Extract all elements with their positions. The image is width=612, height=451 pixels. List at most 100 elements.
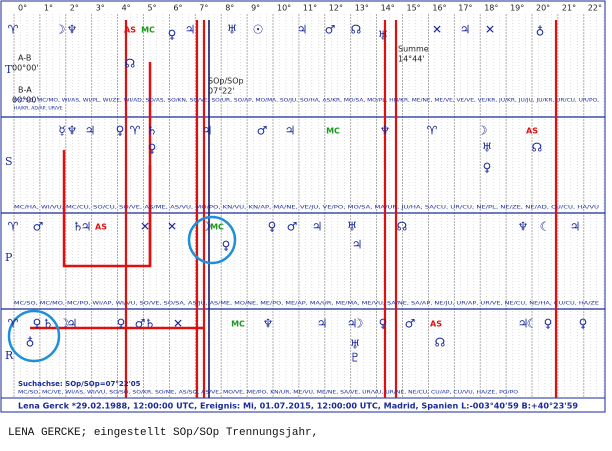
abbrev-line: MC/HA, WI/VU, MC/CU, SO/CU, SO/VE, AS/ME… — [14, 205, 599, 211]
glyph: ☊ — [351, 23, 362, 37]
annotation: B-A — [18, 86, 32, 95]
degree-label: 6° — [173, 4, 182, 13]
annotation: Summe — [398, 45, 429, 54]
glyph: ♀ — [544, 317, 553, 331]
glyph: AS — [430, 320, 442, 329]
glyph: ✕ — [432, 23, 442, 37]
glyph: ♅ — [482, 141, 493, 155]
glyph: ♆ — [263, 317, 274, 331]
degree-label: 14° — [381, 4, 395, 13]
glyph: ♈ — [8, 23, 19, 37]
abbrev-line: MC/SO, MC/VE, WI/AS, WI/VU, SO/SO, SO/KR… — [18, 390, 518, 396]
degree-label: 13° — [355, 4, 369, 13]
glyph: ♄ — [43, 317, 54, 331]
annotation: 14°44' — [398, 55, 425, 64]
glyph: ☾ — [527, 317, 538, 331]
glyph: ☽ — [55, 23, 66, 37]
glyph: ♂ — [135, 317, 146, 331]
glyph: ♀ — [379, 317, 388, 331]
grid — [13, 14, 604, 398]
glyph: ♀ — [222, 239, 231, 253]
glyph: ☊ — [125, 57, 136, 71]
annotation: 00°00' — [12, 64, 39, 73]
degree-label: 2° — [70, 4, 79, 13]
degree-label: 9° — [251, 4, 260, 13]
search-axis: Suchachse: SOp/SOp=07°22'05 — [18, 380, 141, 388]
degree-label: 17° — [458, 4, 472, 13]
glyph: ♃ — [67, 317, 78, 331]
degree-label: 15° — [407, 4, 421, 13]
abbrev-line: MC/SO, MC/MO, MC/PO, WI/AP, WI/VU, SO/VE… — [14, 301, 599, 307]
glyph: ♈ — [130, 124, 141, 138]
glyph: ♂ — [257, 124, 268, 138]
degree-label: 3° — [96, 4, 105, 13]
degree-label: 18° — [484, 4, 498, 13]
row-label: T — [5, 63, 13, 76]
glyph: ♄ — [145, 317, 156, 331]
glyph: ♆ — [518, 220, 529, 234]
glyph: ♈ — [427, 124, 438, 138]
glyph: ✕ — [485, 23, 495, 37]
chart-frame — [0, 0, 606, 413]
glyph: ♃ — [81, 220, 92, 234]
degree-label: 8° — [225, 4, 234, 13]
glyph: ☽ — [477, 124, 488, 138]
degree-label: 10° — [277, 4, 291, 13]
glyph: ✕ — [140, 220, 150, 234]
glyph: ♂ — [325, 23, 336, 37]
glyph: AS — [526, 127, 538, 136]
glyph: ♃ — [297, 23, 308, 37]
glyph: ☊ — [532, 141, 543, 155]
degree-label: 7° — [199, 4, 208, 13]
glyph: AS — [124, 26, 136, 35]
degree-label: 12° — [329, 4, 343, 13]
glyph: ☉ — [253, 23, 264, 37]
annotation: A-B — [18, 54, 31, 63]
highlight-circle — [7, 309, 61, 363]
glyph: MC — [141, 26, 155, 35]
glyph: ☊ — [435, 336, 446, 350]
glyph: AS — [95, 223, 107, 232]
glyph: MC — [210, 223, 224, 232]
glyph: ♄ — [147, 124, 158, 138]
glyph: ☊ — [397, 220, 408, 234]
glyph: ♈ — [8, 317, 19, 331]
glyph: ♂ — [287, 220, 298, 234]
glyph: ♀ — [117, 317, 126, 331]
degree-label: 5° — [148, 4, 157, 13]
glyph: ♀ — [483, 161, 492, 175]
row-label: S — [5, 155, 13, 168]
glyph: ♀ — [148, 142, 157, 156]
glyph: ♆ — [67, 23, 78, 37]
glyph: ♃ — [85, 124, 96, 138]
glyph: MC — [326, 127, 340, 136]
glyph: ✕ — [167, 220, 177, 234]
glyph: ♃ — [347, 317, 358, 331]
glyph: ♃ — [185, 23, 196, 37]
abbrev-line: MC/SO, MC/MO, WI/AS, WI/PL, WI/ZE, WI/AD… — [14, 98, 600, 104]
annotation: 00°00' — [12, 96, 39, 105]
glyph: ♀ — [168, 28, 177, 42]
degree-label: 11° — [303, 4, 317, 13]
glyph: ♄ — [73, 220, 84, 234]
glyph: ☽ — [201, 220, 212, 234]
glyph: ♆ — [67, 124, 78, 138]
red-lines — [124, 20, 558, 398]
row-label: R — [5, 349, 14, 362]
degree-label: 4° — [122, 4, 131, 13]
degree-label: 1° — [44, 4, 53, 13]
glyph: ♃ — [518, 317, 529, 331]
glyph: ♀ — [116, 124, 125, 138]
degree-label: 19° — [510, 4, 524, 13]
glyph: ♆ — [380, 124, 391, 138]
glyph: ♈ — [8, 220, 19, 234]
glyph: ♅ — [378, 29, 389, 43]
highlight-circle — [187, 215, 237, 265]
glyph: ♂ — [33, 220, 44, 234]
glyph: ♃ — [202, 124, 213, 138]
degree-label: 21° — [562, 4, 576, 13]
glyph: ♃ — [312, 220, 323, 234]
glyph: ♃ — [285, 124, 296, 138]
